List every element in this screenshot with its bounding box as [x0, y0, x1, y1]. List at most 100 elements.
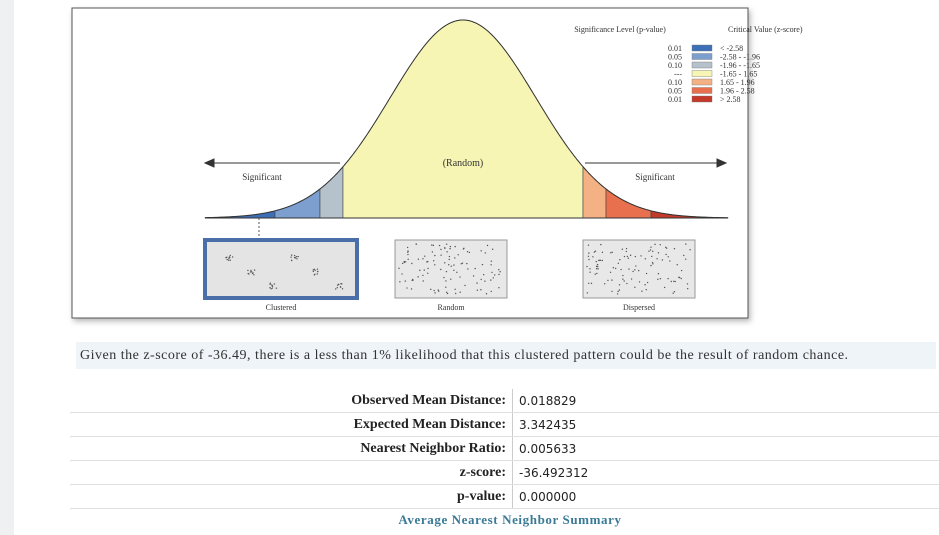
- pattern-point: [250, 271, 251, 272]
- legend-swatch: [692, 62, 712, 68]
- pattern-point: [294, 255, 295, 256]
- pattern-point: [498, 287, 499, 288]
- pattern-point: [424, 269, 425, 270]
- pattern-point: [626, 251, 627, 252]
- pattern-point: [628, 257, 629, 258]
- pattern-point: [660, 278, 661, 279]
- pattern-point: [597, 266, 598, 267]
- pattern-point: [229, 257, 230, 258]
- pattern-point: [434, 292, 435, 293]
- legend-swatch: [692, 71, 712, 77]
- pattern-label: Clustered: [266, 303, 297, 312]
- pattern-point: [635, 265, 636, 266]
- pattern-point: [591, 283, 592, 284]
- pattern-point: [411, 263, 412, 264]
- summary-table: Observed Mean Distance:0.018829Expected …: [70, 389, 939, 509]
- pattern-point: [671, 281, 672, 282]
- pattern-point: [597, 268, 598, 269]
- pattern-point: [453, 264, 454, 265]
- pattern-point: [594, 273, 595, 274]
- pattern-point: [641, 290, 642, 291]
- pattern-point: [340, 286, 341, 287]
- pattern-point: [658, 273, 659, 274]
- pattern-point: [337, 287, 338, 288]
- pattern-point: [588, 252, 589, 253]
- pattern-point: [446, 271, 447, 272]
- pattern-point: [248, 273, 249, 274]
- pattern-point: [271, 284, 272, 285]
- table-value: 3.342435: [513, 413, 939, 437]
- pattern-point: [619, 289, 620, 290]
- pattern-point: [624, 256, 625, 257]
- pattern-point: [424, 255, 425, 256]
- pattern-point: [607, 280, 608, 281]
- pattern-point: [596, 266, 597, 267]
- pattern-point: [598, 260, 599, 261]
- pattern-point: [673, 281, 674, 282]
- pattern-point: [272, 286, 273, 287]
- pattern-point: [404, 261, 405, 262]
- figure: Significant (Random) Significant Signifi…: [0, 0, 939, 330]
- pattern-point: [638, 270, 639, 271]
- pattern-point: [269, 287, 270, 288]
- pattern-point: [407, 250, 408, 251]
- pattern-point: [611, 291, 612, 292]
- pattern-point: [454, 246, 455, 247]
- pattern-point: [610, 252, 611, 253]
- pattern-point: [250, 270, 251, 271]
- table-value: -36.492312: [513, 461, 939, 485]
- table-label: z-score:: [70, 461, 513, 485]
- pattern-point: [666, 247, 667, 248]
- pattern-point: [651, 256, 652, 257]
- table-row: Expected Mean Distance:3.342435: [70, 413, 939, 437]
- pattern-point: [610, 272, 611, 273]
- pattern-point: [662, 259, 663, 260]
- pattern-point: [485, 252, 486, 253]
- pattern-point: [401, 273, 402, 274]
- pattern-point: [252, 273, 253, 274]
- pattern-point: [228, 260, 229, 261]
- pattern-point: [669, 260, 670, 261]
- table-label: Nearest Neighbor Ratio:: [70, 437, 513, 461]
- pattern-point: [499, 271, 500, 272]
- pattern-point: [481, 250, 482, 251]
- pattern-point: [463, 248, 464, 249]
- legend-swatch: [692, 96, 712, 102]
- pattern-point: [619, 284, 620, 285]
- pattern-point: [419, 270, 420, 271]
- pattern-point: [650, 265, 651, 266]
- pattern-point: [449, 259, 450, 260]
- pattern-point: [675, 281, 676, 282]
- pattern-point: [406, 287, 407, 288]
- pattern-point: [632, 271, 633, 272]
- table-row: z-score:-36.492312: [70, 461, 939, 485]
- pattern-point: [422, 275, 423, 276]
- pattern-point: [498, 274, 499, 275]
- pattern-point: [492, 249, 493, 250]
- pattern-point: [251, 271, 252, 272]
- pattern-point: [487, 245, 488, 246]
- pattern-point: [594, 251, 595, 252]
- pattern-point: [440, 254, 441, 255]
- table-value: 0.005633: [513, 437, 939, 461]
- pattern-point: [312, 269, 313, 270]
- pattern-point: [297, 256, 298, 257]
- pattern-point: [433, 245, 434, 246]
- summary-text: Given the z-score of -36.49, there is a …: [76, 342, 936, 369]
- pattern-point: [342, 288, 343, 289]
- pattern-point: [491, 272, 492, 273]
- pattern-point: [652, 263, 653, 264]
- pattern-point: [588, 283, 589, 284]
- pattern-point: [434, 255, 435, 256]
- pattern-point: [317, 273, 318, 274]
- pattern-point: [664, 287, 665, 288]
- pattern-point: [432, 251, 433, 252]
- pattern-point: [646, 273, 647, 274]
- pattern-point: [433, 260, 434, 261]
- pattern-point: [405, 280, 406, 281]
- pattern-point: [628, 268, 629, 269]
- pattern-point: [665, 254, 666, 255]
- pattern-point: [447, 293, 448, 294]
- pattern-point: [644, 284, 645, 285]
- pattern-label: Random: [437, 303, 465, 312]
